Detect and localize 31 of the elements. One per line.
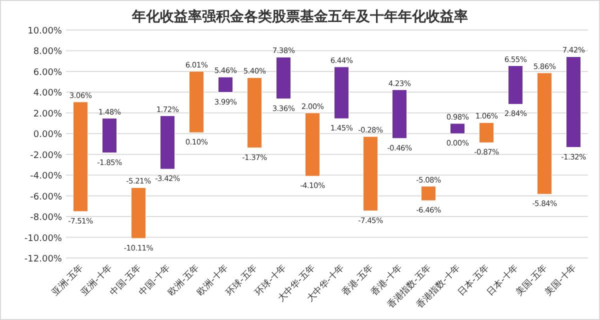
- bar: [392, 90, 407, 139]
- y-tick-label: 4.00%: [33, 88, 62, 99]
- y-tick-label: -10.00%: [24, 234, 62, 244]
- bar: [508, 66, 523, 104]
- bar: [276, 56, 291, 100]
- bar: [73, 102, 88, 212]
- bar: [537, 72, 552, 194]
- bar: [363, 136, 378, 212]
- y-tick-label: -12.00%: [24, 254, 62, 264]
- bar: [305, 112, 320, 176]
- chart-title: 年化收益率强积金各类股票基金五年及十年年化收益率: [131, 8, 468, 25]
- y-tick-label: 6.00%: [33, 68, 62, 78]
- bar: [131, 187, 146, 239]
- bar: [479, 122, 494, 143]
- bar: [334, 66, 349, 119]
- y-tick-label: 8.00%: [33, 47, 62, 58]
- y-tick-label: -8.00%: [30, 213, 62, 224]
- bar: [450, 123, 465, 134]
- y-tick-label: -6.00%: [30, 192, 62, 202]
- bar: [421, 186, 436, 201]
- y-tick-label: 10.00%: [28, 26, 62, 36]
- y-tick-label: -2.00%: [30, 150, 62, 161]
- bar: [102, 118, 117, 154]
- bar: [247, 77, 262, 148]
- bar: [160, 116, 175, 170]
- bar: [189, 71, 204, 133]
- bar: [218, 76, 233, 93]
- bar: [566, 56, 581, 148]
- y-tick-label: 2.00%: [33, 109, 62, 120]
- y-tick-label: 0.00%: [33, 130, 62, 140]
- y-tick-label: -4.00%: [30, 172, 62, 182]
